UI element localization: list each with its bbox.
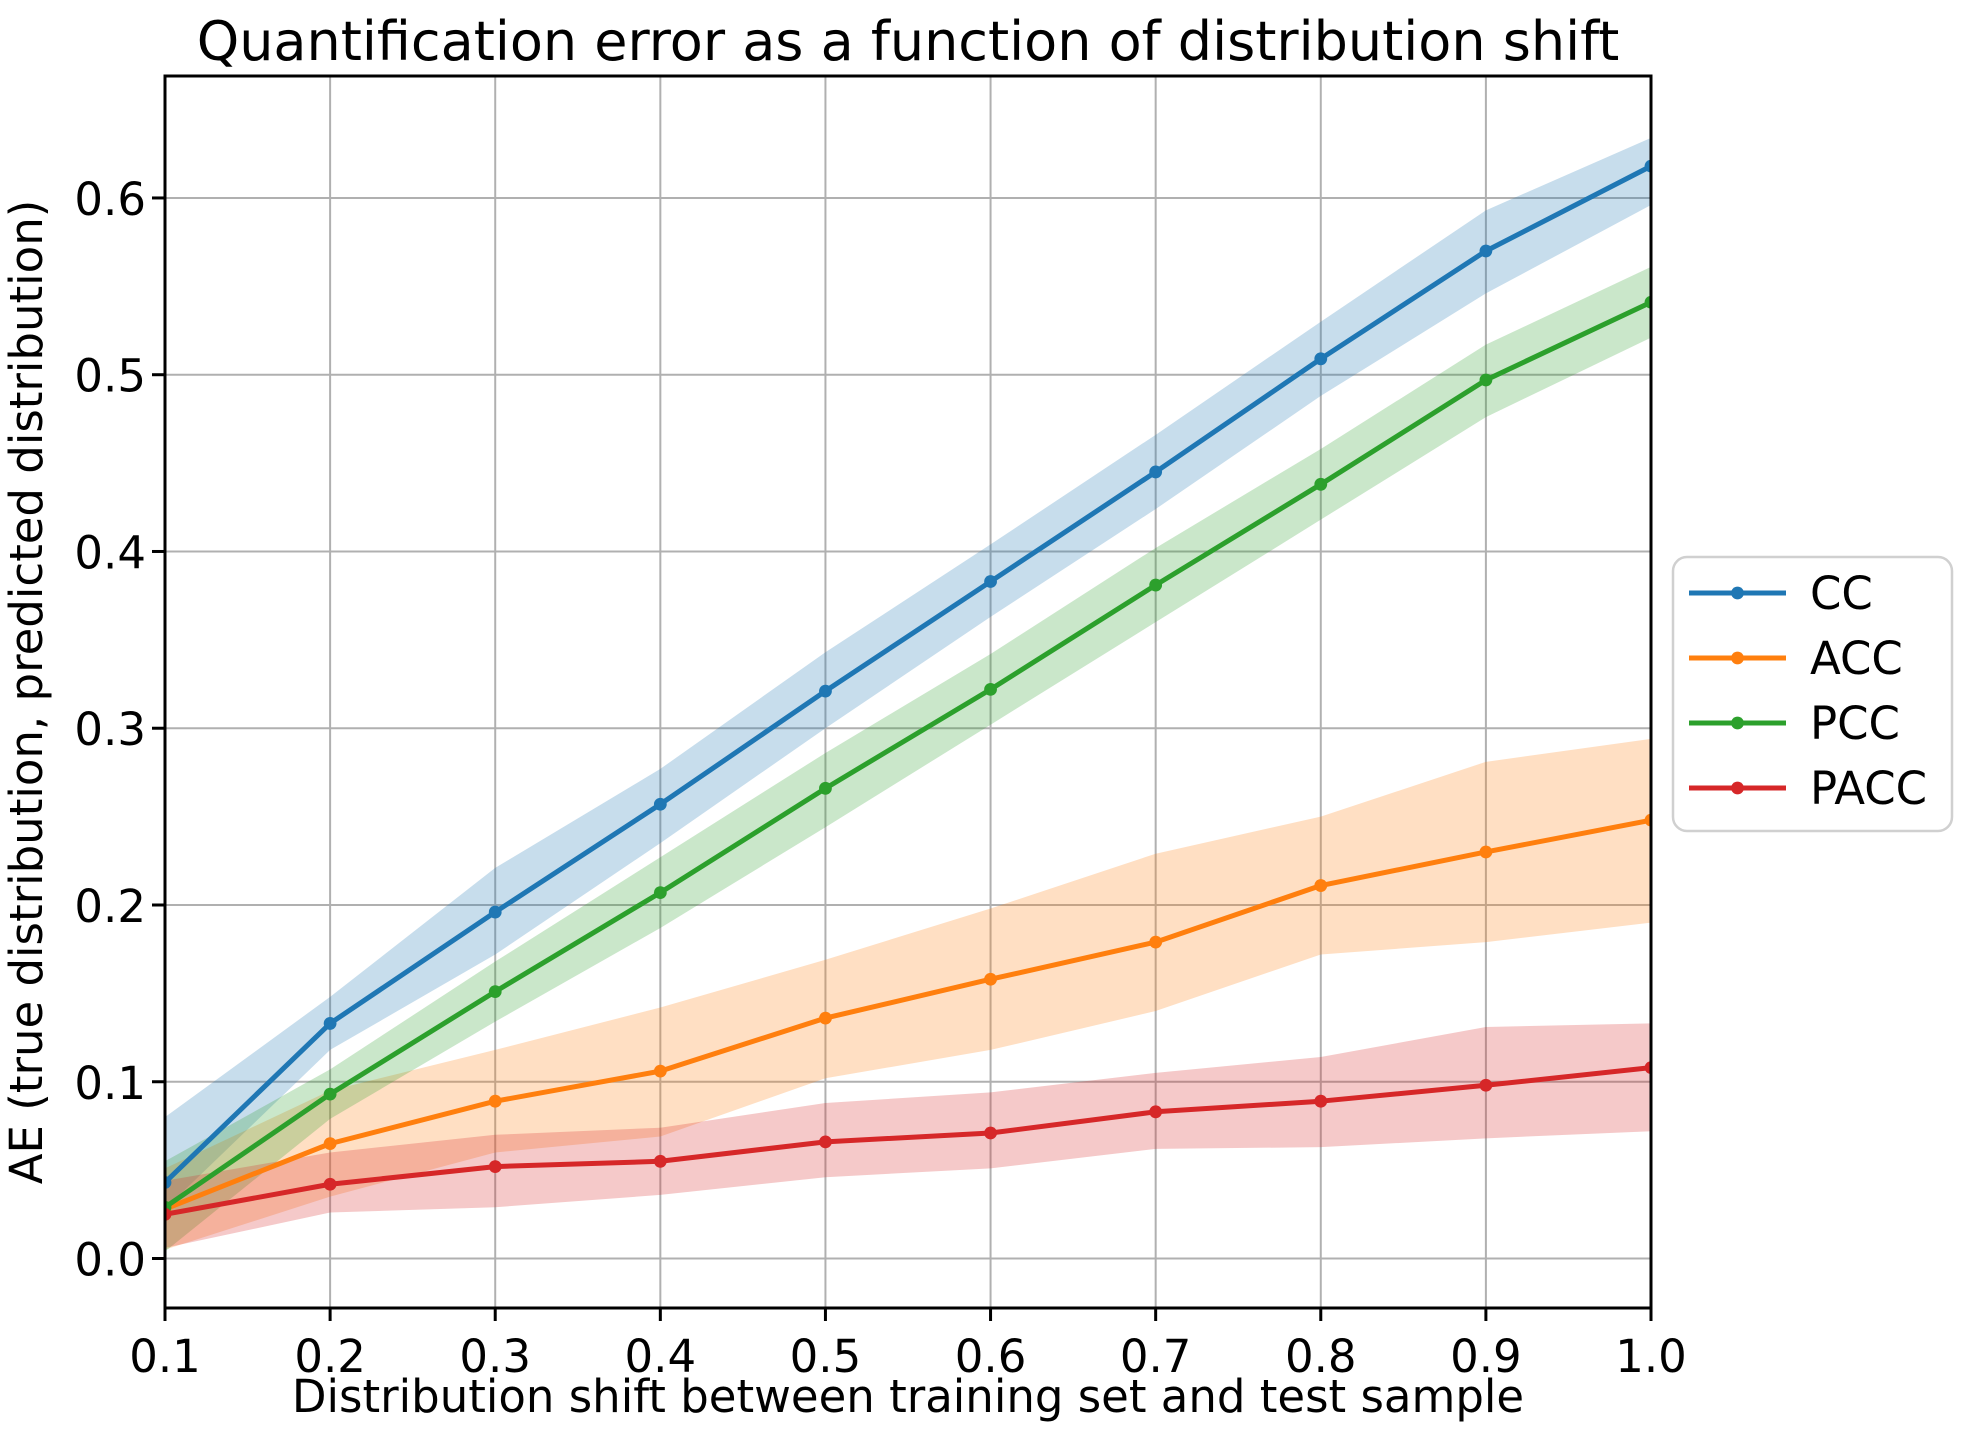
legend-label-CC: CC: [1810, 567, 1873, 620]
x-tick-label-0.4: 0.4: [625, 1330, 697, 1383]
series-marker-ACC-0.8: [1314, 879, 1328, 892]
series-band-PCC: [165, 266, 1651, 1252]
legend-item-ACC: ACC: [1689, 632, 1903, 685]
series-marker-CC-0.5: [819, 684, 832, 698]
y-tick-label-0.1: 0.1: [74, 1057, 146, 1110]
series-marker-PACC-0.4: [653, 1154, 667, 1168]
y-tick-label-0.4: 0.4: [74, 526, 146, 579]
series-marker-CC-0.4: [653, 797, 667, 811]
series-marker-PCC-0.8: [1314, 477, 1328, 491]
series-marker-CC-0.3: [488, 905, 502, 919]
series-marker-PCC-0.5: [819, 781, 832, 795]
x-axis-label: Distribution shift between training set …: [292, 1370, 1524, 1423]
legend-item-PACC: PACC: [1689, 762, 1927, 815]
series-marker-PCC-0.9: [1479, 373, 1493, 387]
series-line-CC: [165, 163, 1651, 1186]
ticks: [152, 196, 1653, 1321]
legend-label-PCC: PCC: [1810, 697, 1900, 750]
series-marker-PACC-0.5: [819, 1135, 832, 1149]
y-tick-label-0.2: 0.2: [74, 880, 146, 933]
series-band-ACC: [165, 738, 1651, 1250]
series-line-PACC: [165, 1065, 1651, 1217]
series-marker-CC-0.9: [1479, 244, 1493, 258]
series-marker-PACC-1: [1644, 1061, 1651, 1075]
series-band-CC: [165, 137, 1651, 1210]
y-axis-label: AE (true distribution, predicted distrib…: [0, 200, 53, 1185]
legend-marker-PACC: [1731, 781, 1744, 795]
x-tick-label-0.6: 0.6: [955, 1330, 1027, 1383]
legend-item-CC: CC: [1689, 567, 1873, 620]
x-tick-label-0.3: 0.3: [459, 1330, 531, 1383]
x-tick-label-0.1: 0.1: [129, 1330, 201, 1383]
tick-labels: 0.1 0.2 0.3 0.4 0.5 0.6 0.7 0.8 0.9 1.0 0.0 0.1 0.2 0…: [74, 173, 1686, 1383]
series-marker-ACC-1: [1644, 813, 1651, 827]
y-tick-label-0.6: 0.6: [74, 173, 146, 226]
series-marker-CC-0.7: [1149, 465, 1163, 479]
series-marker-ACC-0.2: [323, 1137, 337, 1151]
x-tick-label-0.9: 0.9: [1450, 1330, 1522, 1383]
legend-item-PCC: PCC: [1689, 697, 1900, 750]
series-marker-PCC-0.2: [323, 1087, 337, 1101]
legend: CC ACC PCC PACC: [1671, 555, 1954, 833]
series-marker-CC-0.2: [323, 1017, 337, 1030]
series-marker-ACC-0.5: [819, 1011, 832, 1025]
x-tick-label-0.7: 0.7: [1120, 1330, 1192, 1383]
series-line-ACC: [165, 817, 1651, 1212]
legend-marker-ACC: [1731, 651, 1744, 665]
series-marker-CC-1: [1644, 159, 1651, 173]
series-marker-PCC-0.4: [653, 886, 667, 900]
y-tick-label-0.5: 0.5: [74, 350, 146, 403]
series-marker-PACC-0.6: [984, 1126, 997, 1140]
series-marker-PACC-0.8: [1314, 1094, 1328, 1108]
y-tick-label-0: 0.0: [74, 1234, 146, 1287]
series-marker-CC-0.8: [1314, 352, 1328, 366]
series-marker-CC-0.6: [984, 575, 997, 588]
legend-box: [1671, 555, 1954, 833]
series-marker-ACC-0.7: [1149, 935, 1163, 949]
y-tick-label-0.3: 0.3: [74, 703, 146, 756]
series-marker-ACC-0.6: [984, 972, 997, 986]
series-marker-ACC-0.9: [1479, 845, 1493, 859]
plot-area: [165, 137, 1651, 1252]
series-marker-PACC-0.7: [1149, 1105, 1163, 1119]
axes-spines: [163, 74, 1653, 1310]
series-marker-ACC-0.4: [653, 1064, 667, 1078]
series-line-PCC: [165, 299, 1651, 1210]
series-marker-CC-0.1: [165, 1176, 172, 1189]
series-marker-PCC-0.7: [1149, 578, 1163, 592]
x-tick-label-1: 1.0: [1615, 1330, 1687, 1383]
legend-marker-CC: [1731, 586, 1744, 600]
series-marker-PACC-0.9: [1479, 1078, 1493, 1092]
x-tick-label-0.8: 0.8: [1285, 1330, 1357, 1383]
series-marker-PCC-1: [1644, 295, 1651, 309]
series-marker-PCC-0.6: [984, 682, 997, 696]
series-marker-PACC-0.2: [323, 1177, 337, 1191]
x-tick-label-0.5: 0.5: [790, 1330, 862, 1383]
legend-marker-PCC: [1731, 716, 1744, 730]
legend-label-ACC: ACC: [1810, 632, 1903, 685]
series-marker-PACC-0.3: [488, 1160, 502, 1173]
series-marker-ACC-0.3: [488, 1094, 502, 1108]
series-marker-PCC-0.3: [488, 985, 502, 999]
series-marker-PACC-0.1: [165, 1207, 172, 1221]
x-tick-label-0.2: 0.2: [294, 1330, 366, 1383]
legend-label-PACC: PACC: [1810, 762, 1927, 815]
chart-title: Quantification error as a function of di…: [197, 10, 1620, 73]
